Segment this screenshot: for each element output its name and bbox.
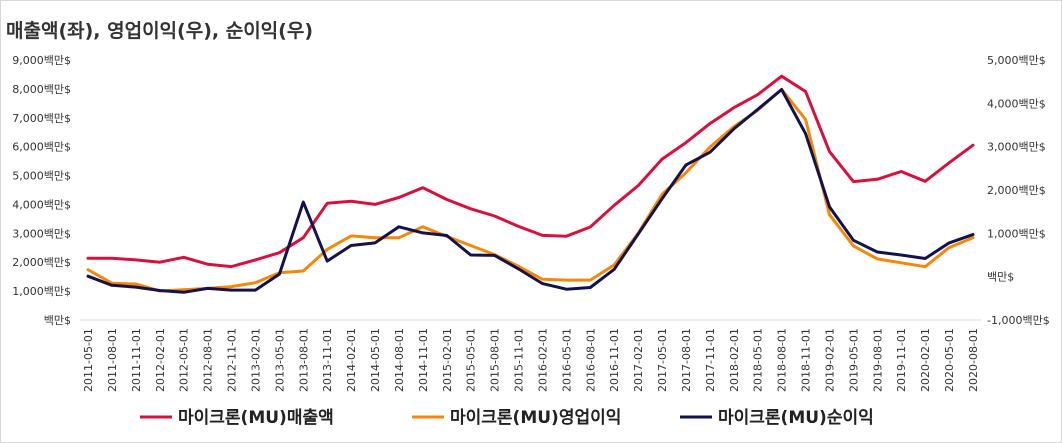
series-line-2: [86, 88, 975, 293]
legend-label: 마이크론(MU)영업이익: [450, 408, 621, 428]
x-tick-label: 2013-05-01: [273, 328, 286, 392]
x-tick-label: 2017-02-01: [632, 328, 645, 392]
left-tick-label: 1,000백만$: [12, 285, 71, 298]
x-tick-label: 2015-11-01: [513, 328, 526, 392]
left-tick-label: 2,000백만$: [12, 256, 71, 269]
x-tick-label: 2015-02-01: [441, 328, 454, 392]
x-tick-label: 2013-11-01: [321, 328, 334, 392]
x-tick-label: 2017-11-01: [704, 328, 717, 392]
x-tick-label: 2019-05-01: [847, 328, 860, 392]
x-tick-label: 2020-02-01: [919, 328, 932, 392]
left-tick-label: 백만$: [44, 314, 71, 327]
x-tick-label: 2017-08-01: [680, 328, 693, 392]
x-tick-label: 2018-02-01: [728, 328, 741, 392]
legend: 마이크론(MU)매출액 마이크론(MU)영업이익 마이크론(MU)순이익: [140, 408, 874, 428]
x-tick-label: 2014-05-01: [369, 328, 382, 392]
left-tick-label: 4,000백만$: [12, 198, 71, 211]
x-tick-label: 2019-02-01: [823, 328, 836, 392]
x-tick-label: 2011-11-01: [130, 328, 143, 392]
x-tick-label: 2017-05-01: [656, 328, 669, 392]
x-tick-label: 2015-05-01: [465, 328, 478, 392]
right-tick-label: 백만$: [987, 271, 1014, 284]
left-tick-label: 3,000백만$: [12, 227, 71, 240]
x-tick-label: 2012-05-01: [178, 328, 191, 392]
legend-label: 마이크론(MU)순이익: [718, 408, 874, 428]
x-tick-label: 2018-08-01: [776, 328, 789, 392]
series-line-3: [86, 88, 975, 294]
legend-label: 마이크론(MU)매출액: [178, 408, 334, 428]
series-line-1: [86, 74, 975, 269]
right-tick-label: 4,000백만$: [987, 97, 1046, 110]
x-tick-label: 2018-05-01: [752, 328, 765, 392]
right-tick-label: -1,000백만$: [987, 314, 1050, 327]
left-axis: 백만$ 1,000백만$ 2,000백만$ 3,000백만$ 4,000백만$ 5,000…: [12, 54, 71, 327]
x-tick-label: 2014-11-01: [417, 328, 430, 392]
left-tick-label: 5,000백만$: [12, 170, 71, 183]
x-tick-label: 2020-08-01: [967, 328, 980, 392]
right-tick-label: 2,000백만$: [987, 184, 1046, 197]
x-tick-label: 2016-11-01: [608, 328, 621, 392]
left-tick-label: 7,000백만$: [12, 112, 71, 125]
x-tick-label: 2019-11-01: [895, 328, 908, 392]
x-tick-label: 2012-11-01: [226, 328, 239, 392]
x-tick-label: 2016-02-01: [536, 328, 549, 392]
x-tick-label: 2020-05-01: [943, 328, 956, 392]
right-axis: -1,000백만$ 백만$ 1,000백만$ 2,000백만$ 3,000백만$ 4,00…: [987, 54, 1050, 327]
x-tick-label: 2016-05-01: [560, 328, 573, 392]
x-tick-label: 2019-08-01: [871, 328, 884, 392]
right-tick-label: 3,000백만$: [987, 141, 1046, 154]
left-tick-label: 8,000백만$: [12, 83, 71, 96]
x-tick-label: 2013-02-01: [249, 328, 262, 392]
right-tick-label: 5,000백만$: [987, 54, 1046, 67]
x-tick-label: 2011-08-01: [106, 328, 119, 392]
left-tick-label: 9,000백만$: [12, 54, 71, 67]
x-tick-label: 2012-02-01: [154, 328, 167, 392]
x-tick-label: 2013-08-01: [297, 328, 310, 392]
series-lines: [86, 74, 975, 294]
x-tick-label: 2014-08-01: [393, 328, 406, 392]
x-tick-label: 2016-08-01: [584, 328, 597, 392]
x-tick-label: 2012-08-01: [202, 328, 215, 392]
left-tick-label: 6,000백만$: [12, 141, 71, 154]
x-tick-label: 2014-02-01: [345, 328, 358, 392]
right-tick-label: 1,000백만$: [987, 227, 1046, 240]
x-axis: 2011-05-01 2011-08-01 2011-11-01 2012-02-01…: [82, 328, 980, 392]
x-tick-label: 2011-05-01: [82, 328, 95, 392]
chart-title: 매출액(좌), 영업이익(우), 순이익(우): [6, 20, 314, 42]
x-tick-label: 2015-08-01: [489, 328, 502, 392]
x-tick-label: 2018-11-01: [800, 328, 813, 392]
